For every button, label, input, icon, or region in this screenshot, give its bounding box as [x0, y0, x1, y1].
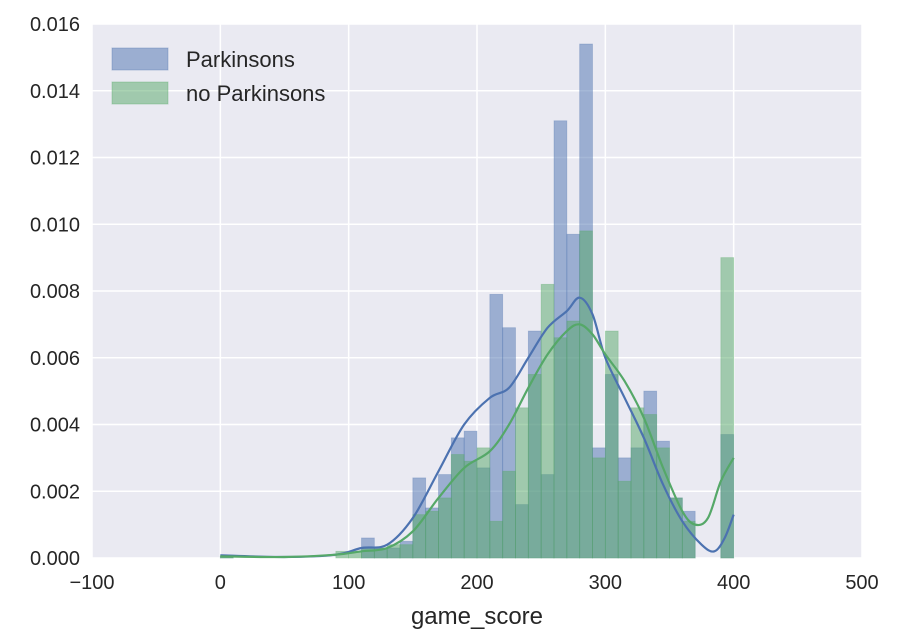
- bar-no-parkinsons: [540, 283, 555, 559]
- bar-no-parkinsons: [579, 230, 593, 559]
- x-tick-label: 300: [589, 572, 622, 594]
- legend: Parkinsons no Parkinsons: [111, 47, 325, 106]
- bar-no-parkinsons: [399, 544, 414, 559]
- bar-no-parkinsons: [656, 447, 670, 559]
- y-tick-label: 0.002: [30, 481, 80, 503]
- y-tick-label: 0.014: [30, 81, 80, 103]
- bar-no-parkinsons: [592, 457, 606, 559]
- bar-no-parkinsons: [720, 257, 735, 559]
- y-tick-label: 0.004: [30, 415, 80, 437]
- bar-no-parkinsons: [476, 447, 491, 559]
- bar-no-parkinsons: [553, 337, 568, 559]
- bar-no-parkinsons: [425, 510, 439, 559]
- bar-no-parkinsons: [412, 514, 427, 559]
- bar-no-parkinsons: [643, 414, 658, 559]
- y-tick-label: 0.008: [30, 281, 80, 303]
- bar-no-parkinsons: [463, 460, 478, 559]
- bar-no-parkinsons: [604, 330, 619, 559]
- x-tick-label: 400: [717, 572, 750, 594]
- bar-no-parkinsons: [566, 320, 581, 559]
- legend-swatch-no-parkinsons: [111, 81, 169, 105]
- bar-no-parkinsons: [438, 497, 452, 559]
- x-axis-title: game_score: [411, 603, 543, 630]
- y-tick-label: 0.016: [30, 14, 80, 36]
- x-tick-label: 500: [845, 572, 878, 594]
- y-tick-label: 0.006: [30, 348, 80, 370]
- bar-parkinsons: [489, 293, 504, 559]
- bar-no-parkinsons: [681, 520, 696, 559]
- bar-no-parkinsons: [515, 407, 529, 559]
- x-tick-label: −100: [69, 572, 114, 594]
- histogram-bars: [219, 43, 735, 559]
- kde-line-no-parkinsons: [220, 323, 735, 559]
- bar-no-parkinsons: [489, 520, 504, 559]
- legend-label-parkinsons: Parkinsons: [186, 47, 295, 72]
- x-tick-label: 200: [460, 572, 493, 594]
- tick-labels: −100 0 100 200 300 400 500 0.000 0.002 0.004 0.006…: [30, 14, 879, 594]
- y-tick-label: 0.000: [30, 548, 80, 570]
- x-tick-label: 100: [332, 572, 365, 594]
- kde-curves: [220, 296, 735, 559]
- bar-no-parkinsons: [527, 374, 542, 559]
- bar-no-parkinsons: [617, 480, 632, 559]
- x-tick-label: 0: [215, 572, 226, 594]
- legend-swatch-parkinsons: [111, 47, 169, 71]
- legend-label-no-parkinsons: no Parkinsons: [186, 81, 325, 106]
- y-tick-label: 0.010: [30, 214, 80, 236]
- kde-line-parkinsons: [220, 296, 735, 559]
- bar-no-parkinsons: [502, 470, 516, 559]
- bar-no-parkinsons: [630, 407, 645, 559]
- y-tick-label: 0.012: [30, 148, 80, 170]
